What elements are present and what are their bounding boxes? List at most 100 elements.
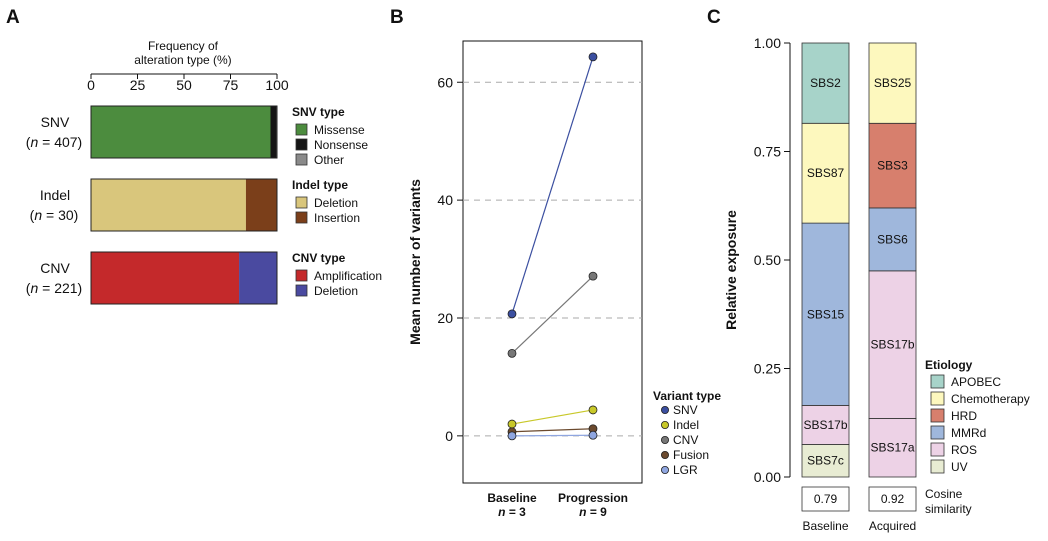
legend-label-insertion: Insertion [314, 211, 360, 225]
line-fusion [511, 428, 594, 433]
panel-a-row-n: (n = 407) [26, 134, 82, 150]
panel-a-tick-label: 100 [265, 77, 289, 93]
bar-cnv-amplification [91, 252, 240, 304]
cosine-box-baseline [801, 486, 850, 512]
panel-c-tick-label: 0.25 [754, 361, 781, 377]
point-snv-baseline [507, 309, 517, 319]
legend-swatch-chemotherapy [930, 391, 945, 406]
panel-c-tick-label: 0.75 [754, 144, 781, 160]
legend-label-deletion: Deletion [314, 196, 358, 210]
legend-label-cnv: CNV [673, 433, 698, 447]
bar-snv-missense [91, 106, 271, 158]
legend-swatch-mmrd [930, 425, 945, 440]
line-snv [511, 56, 594, 315]
bar-cnv-deletion [239, 252, 277, 304]
panel-b-xn-progression: n = 9 [579, 505, 607, 519]
legend-label-deletion: Deletion [314, 284, 358, 298]
cosine-value-baseline: 0.79 [814, 492, 838, 506]
panel-a-legend-title: Indel type [292, 178, 348, 192]
legend-swatch-apobec [930, 374, 945, 389]
panel-a-row-label: Indel [40, 187, 70, 203]
panel-b-ylabel: Mean number of variants [407, 179, 423, 345]
bar-indel-insertion [245, 179, 277, 231]
legend-label-chemotherapy: Chemotherapy [951, 392, 1030, 406]
cosine-value-acquired: 0.92 [881, 492, 905, 506]
legend-label-indel: Indel [673, 418, 699, 432]
legend-marker-indel [661, 420, 670, 429]
panel-a-tick-label: 75 [223, 77, 239, 93]
segment-label-sbs3: SBS3 [877, 159, 908, 173]
panel-a-legend-title: CNV type [292, 251, 346, 265]
segment-label-sbs7c: SBS7c [807, 454, 844, 468]
segment-acquired-sbs25 [868, 42, 917, 124]
panel-b-xn-baseline: n = 3 [498, 505, 526, 519]
segment-label-sbs25: SBS25 [874, 76, 912, 90]
panel-a-tick-label: 25 [130, 77, 146, 93]
panel-b-tick-label: 60 [437, 74, 453, 90]
panel-c-bars: SBS7c SBS17b SBS15 SBS87 SBS2 0.79 Baseline SBS… [801, 42, 917, 533]
panel-c-legend-title: Etiology [925, 358, 973, 372]
legend-label-fusion: Fusion [673, 448, 709, 462]
legend-swatch-missense [295, 123, 308, 136]
legend-swatch-deletion [295, 284, 308, 297]
segment-acquired-sbs17a [868, 418, 917, 478]
legend-label-amplification: Amplification [314, 269, 382, 283]
legend-label-uv: UV [951, 460, 968, 474]
legend-label-apobec: APOBEC [951, 375, 1001, 389]
legend-marker-cnv [661, 435, 670, 444]
segment-baseline-sbs17b [801, 404, 850, 445]
panel-a-row-n: (n = 30) [30, 207, 79, 223]
legend-label-missense: Missense [314, 123, 365, 137]
line-cnv [511, 275, 594, 354]
panel-b: B 0 20 40 60 Mean number of variants Baseli… [390, 7, 721, 519]
legend-swatch-deletion [295, 196, 308, 209]
legend-label-hrd: HRD [951, 409, 977, 423]
panel-c-letter: C [707, 7, 721, 28]
segment-acquired-sbs3 [868, 122, 917, 209]
point-indel-baseline [507, 419, 517, 429]
panel-c-cosine-label-line2: similarity [925, 502, 972, 516]
panel-c-tick-label: 1.00 [754, 35, 781, 51]
panel-a-tick-label: 50 [176, 77, 192, 93]
legend-marker-fusion [661, 450, 670, 459]
panel-c-legend: APOBEC Chemotherapy HRD MMRd ROS UV [930, 374, 1030, 474]
panel-b-letter: B [390, 7, 404, 28]
panel-b-series [507, 52, 598, 441]
bar-outline-snv [90, 105, 278, 159]
point-cnv-progression [588, 271, 598, 281]
bar-snv-nonsense [270, 106, 277, 158]
cosine-box-acquired [868, 486, 917, 512]
panel-a-legend-title: SNV type [292, 105, 345, 119]
panel-a-row-label: CNV [40, 260, 70, 276]
point-indel-progression [588, 405, 598, 415]
legend-swatch-nonsense [295, 138, 308, 151]
legend-swatch-ros [930, 442, 945, 457]
point-lgr-baseline [507, 431, 517, 441]
legend-label-mmrd: MMRd [951, 426, 986, 440]
segment-label-sbs17a: SBS17a [870, 441, 914, 455]
panel-c-cosine-label-line1: Cosine [925, 487, 963, 501]
panel-c: C 0.000.250.500.751.00 SBS7cSBS17bSBS15S… [707, 7, 1030, 533]
panel-b-xlabel-progression: Progression [558, 491, 628, 505]
line-lgr [511, 434, 594, 437]
legend-swatch-hrd [930, 408, 945, 423]
panel-a: A Frequency of alteration type (%) 0 25 50… [6, 7, 382, 305]
legend-label-lgr: LGR [673, 463, 698, 477]
panel-b-plot-frame [462, 40, 643, 484]
panel-b-tick-label: 20 [437, 310, 453, 326]
segment-label-sbs17b: SBS17b [870, 338, 914, 352]
bar-outline-cnv [90, 251, 278, 305]
panel-b-xlabels: Baseline n = 3 Progression n = 9 [487, 491, 628, 519]
panel-b-grid: 0 20 40 60 [437, 74, 642, 444]
segment-baseline-sbs15 [801, 222, 850, 406]
category-label-acquired: Acquired [869, 519, 916, 533]
legend-label-snv: SNV [673, 403, 698, 417]
segment-label-sbs2: SBS2 [810, 76, 841, 90]
panel-c-tick-label: 0.00 [754, 469, 781, 485]
panel-a-tick-label: 0 [87, 77, 95, 93]
legend-swatch-uv [930, 459, 945, 474]
legend-marker-snv [661, 405, 670, 414]
segment-baseline-sbs2 [801, 42, 850, 124]
panel-a-axis-title-line2: alteration type (%) [134, 53, 231, 67]
